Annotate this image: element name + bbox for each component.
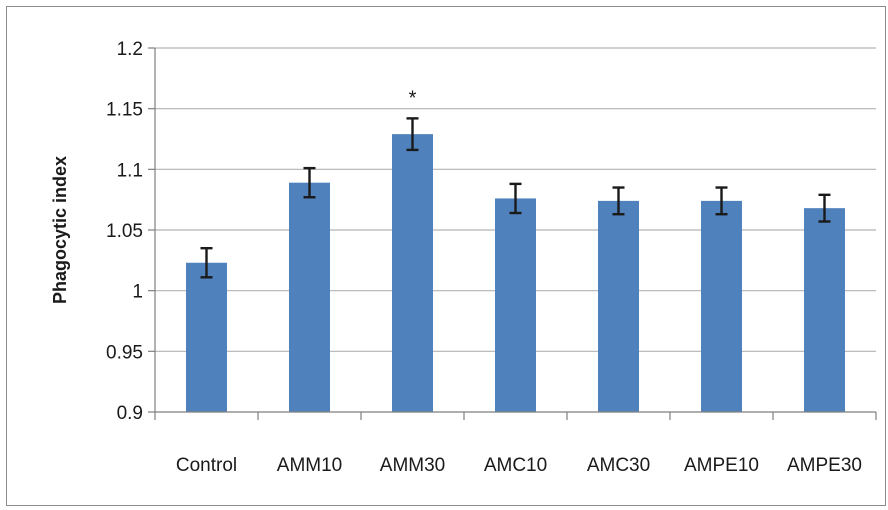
y-tick-label: 1 bbox=[132, 282, 143, 303]
gridlines bbox=[155, 47, 876, 352]
bars bbox=[186, 134, 845, 412]
x-tick-labels: Control AMM10 AMM30 AMC10 AMC30 AMPE10 AMPE30 bbox=[176, 455, 862, 476]
y-tick-labels: 0.9 0.95 1 1.05 1.1 1.15 1.2 bbox=[106, 39, 143, 424]
bar-amc10 bbox=[495, 198, 536, 412]
bar-ampe10 bbox=[701, 200, 742, 412]
x-tick-label: AMM30 bbox=[380, 455, 445, 476]
x-tick-label: AMC30 bbox=[587, 455, 650, 476]
bar-control bbox=[186, 262, 227, 412]
annotations: * bbox=[409, 87, 417, 109]
axes bbox=[148, 47, 877, 420]
y-tick-label: 1.1 bbox=[117, 160, 143, 181]
error-bar-ampe30 bbox=[818, 193, 831, 223]
bar-amc30 bbox=[598, 200, 639, 412]
error-bars bbox=[200, 117, 831, 279]
bar-amm30 bbox=[392, 134, 433, 412]
y-axis-label: Phagocytic index bbox=[50, 156, 70, 304]
error-bar-control bbox=[200, 246, 213, 279]
significance-marker: * bbox=[409, 87, 417, 109]
bar-amm10 bbox=[289, 182, 330, 412]
error-bar-amm30 bbox=[406, 117, 419, 152]
x-tick-label: AMC10 bbox=[484, 455, 547, 476]
y-tick-label: 1.15 bbox=[106, 100, 143, 121]
x-tick-label: AMPE30 bbox=[787, 455, 862, 476]
error-bar-amc10 bbox=[509, 182, 522, 215]
bar-ampe30 bbox=[804, 208, 845, 412]
y-tick-label: 1.05 bbox=[106, 221, 143, 242]
y-tick-label: 0.9 bbox=[117, 403, 143, 424]
error-bar-amc30 bbox=[612, 186, 625, 216]
x-tick-label: Control bbox=[176, 455, 237, 476]
error-bar-ampe10 bbox=[715, 186, 728, 216]
x-tick-label: AMM10 bbox=[277, 455, 342, 476]
error-bar-amm10 bbox=[303, 166, 316, 199]
y-tick-label: 1.2 bbox=[117, 39, 143, 60]
y-tick-label: 0.95 bbox=[106, 342, 143, 363]
x-tick-label: AMPE10 bbox=[684, 455, 759, 476]
